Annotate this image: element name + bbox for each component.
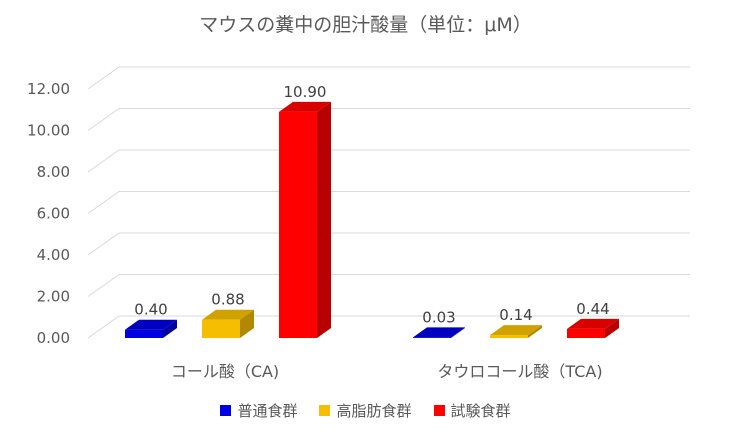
bar-side bbox=[605, 318, 619, 338]
gridline bbox=[87, 274, 690, 297]
bar-front bbox=[490, 335, 528, 338]
gridline bbox=[87, 66, 690, 90]
bar-side bbox=[240, 309, 254, 338]
data-labels: 0.40 0.03 0.88 0.14 10.90 0.44 bbox=[134, 83, 609, 327]
bar bbox=[125, 319, 177, 338]
y-tick-label: 8.00 bbox=[37, 163, 70, 181]
legend-item: 普通食群 bbox=[220, 400, 297, 421]
legend-item: 試験食群 bbox=[433, 400, 511, 421]
legend: 普通食群 高脂肪食群 試験食群 bbox=[0, 400, 731, 421]
bar-top bbox=[125, 319, 177, 330]
gridline bbox=[87, 108, 690, 131]
gridline bbox=[87, 232, 690, 256]
y-tick-label: 6.00 bbox=[37, 205, 70, 223]
gridlines bbox=[87, 66, 690, 339]
legend-item: 高脂肪食群 bbox=[319, 400, 412, 421]
y-tick-label: 2.00 bbox=[37, 288, 70, 306]
bar bbox=[202, 309, 254, 338]
bar-top bbox=[202, 309, 254, 320]
legend-label: 試験食群 bbox=[450, 402, 511, 420]
y-tick-label: 4.00 bbox=[37, 246, 70, 264]
bar-front bbox=[125, 329, 163, 338]
bar-top bbox=[490, 325, 542, 336]
legend-label: 高脂肪食群 bbox=[336, 402, 412, 420]
category-label: コール酸（CA) bbox=[171, 362, 279, 381]
bar-side bbox=[528, 325, 542, 338]
bar-side bbox=[317, 101, 331, 338]
data-label: 10.90 bbox=[284, 83, 327, 101]
bar-front bbox=[567, 328, 605, 338]
chart-title: マウスの糞中の胆汁酸量（単位：μM） bbox=[199, 14, 532, 36]
y-tick-label: 0.00 bbox=[37, 329, 70, 347]
bar-top bbox=[279, 101, 331, 112]
x-axis-categories: コール酸（CA) タウロコール酸（TCA) bbox=[171, 362, 603, 381]
bar-front bbox=[202, 319, 240, 338]
bar bbox=[279, 101, 331, 338]
bars bbox=[125, 101, 619, 338]
data-label: 0.40 bbox=[134, 301, 167, 319]
legend-swatch bbox=[319, 405, 331, 416]
bar-top bbox=[413, 327, 465, 338]
data-label: 0.88 bbox=[211, 291, 244, 309]
legend-swatch bbox=[220, 405, 232, 416]
data-label: 0.14 bbox=[499, 306, 532, 324]
bar-top bbox=[567, 318, 619, 329]
category-label: タウロコール酸（TCA) bbox=[437, 362, 602, 381]
data-label: 0.44 bbox=[576, 300, 609, 318]
y-tick-label: 10.00 bbox=[27, 122, 70, 140]
bar-side bbox=[163, 319, 177, 338]
data-label: 0.03 bbox=[422, 308, 455, 326]
bar-side bbox=[451, 327, 465, 338]
bar bbox=[413, 327, 465, 338]
gridline bbox=[87, 149, 690, 173]
bar bbox=[490, 325, 542, 338]
y-tick-label: 12.00 bbox=[27, 80, 70, 98]
gridline bbox=[87, 315, 690, 339]
bar-front bbox=[279, 111, 317, 338]
bar bbox=[567, 318, 619, 338]
bar-front bbox=[413, 337, 451, 338]
legend-label: 普通食群 bbox=[237, 402, 298, 420]
gridline bbox=[87, 191, 690, 214]
legend-swatch bbox=[433, 405, 445, 416]
y-axis-ticks: 0.00 2.00 4.00 6.00 8.00 10.00 12.00 bbox=[27, 80, 70, 347]
